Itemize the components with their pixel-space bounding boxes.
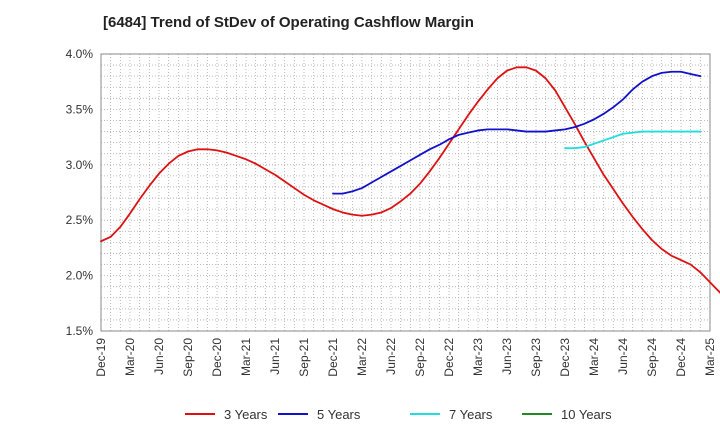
x-tick-label: Dec-21 [326, 338, 340, 377]
y-tick-label: 2.5% [66, 213, 94, 227]
series-lines [100, 66, 720, 294]
y-tick-label: 2.0% [66, 269, 94, 283]
series-line-3-years [100, 66, 720, 294]
x-tick-label: Sep-23 [529, 338, 543, 377]
grid-lines [101, 54, 710, 331]
x-tick-label: Mar-24 [587, 338, 601, 376]
y-tick-label: 3.5% [66, 102, 94, 116]
x-tick-label: Dec-22 [442, 338, 456, 377]
x-tick-label: Jun-21 [268, 338, 282, 375]
x-tick-label: Jun-22 [384, 338, 398, 375]
y-tick-label: 1.5% [66, 324, 94, 338]
x-tick-label: Dec-24 [674, 338, 688, 377]
y-tick-label: 3.0% [66, 158, 94, 172]
x-tick-label: Jun-24 [616, 338, 630, 375]
legend-label: 10 Years [561, 407, 612, 422]
x-tick-label: Dec-23 [558, 338, 572, 377]
x-tick-label: Sep-22 [413, 338, 427, 377]
legend: 3 Years 5 Years 7 Years 10 Years [185, 407, 612, 422]
x-axis-ticks: Dec-19 Mar-20 Jun-20 Sep-20 Dec-20 Mar-21 Jun-… [94, 338, 717, 377]
legend-label: 7 Years [449, 407, 493, 422]
x-tick-label: Mar-21 [239, 338, 253, 376]
x-tick-label: Sep-21 [297, 338, 311, 377]
legend-label: 3 Years [224, 407, 268, 422]
x-tick-label: Dec-20 [210, 338, 224, 377]
chart-title: [6484] Trend of StDev of Operating Cashf… [103, 14, 474, 31]
series-line-5-years [332, 70, 702, 195]
legend-label: 5 Years [317, 407, 361, 422]
plot-frame [100, 53, 711, 332]
x-tick-label: Sep-20 [181, 338, 195, 377]
x-tick-label: Sep-24 [645, 338, 659, 377]
series-line-7-years [564, 130, 702, 150]
x-tick-label: Mar-25 [703, 338, 717, 376]
x-tick-label: Dec-19 [94, 338, 108, 377]
x-tick-label: Mar-20 [123, 338, 137, 376]
y-tick-label: 4.0% [66, 47, 94, 61]
x-tick-label: Jun-20 [152, 338, 166, 375]
x-tick-label: Mar-22 [355, 338, 369, 376]
x-tick-label: Mar-23 [471, 338, 485, 376]
x-tick-label: Jun-23 [500, 338, 514, 375]
y-axis-ticks: 4.0% 3.5% 3.0% 2.5% 2.0% 1.5% [66, 47, 94, 338]
